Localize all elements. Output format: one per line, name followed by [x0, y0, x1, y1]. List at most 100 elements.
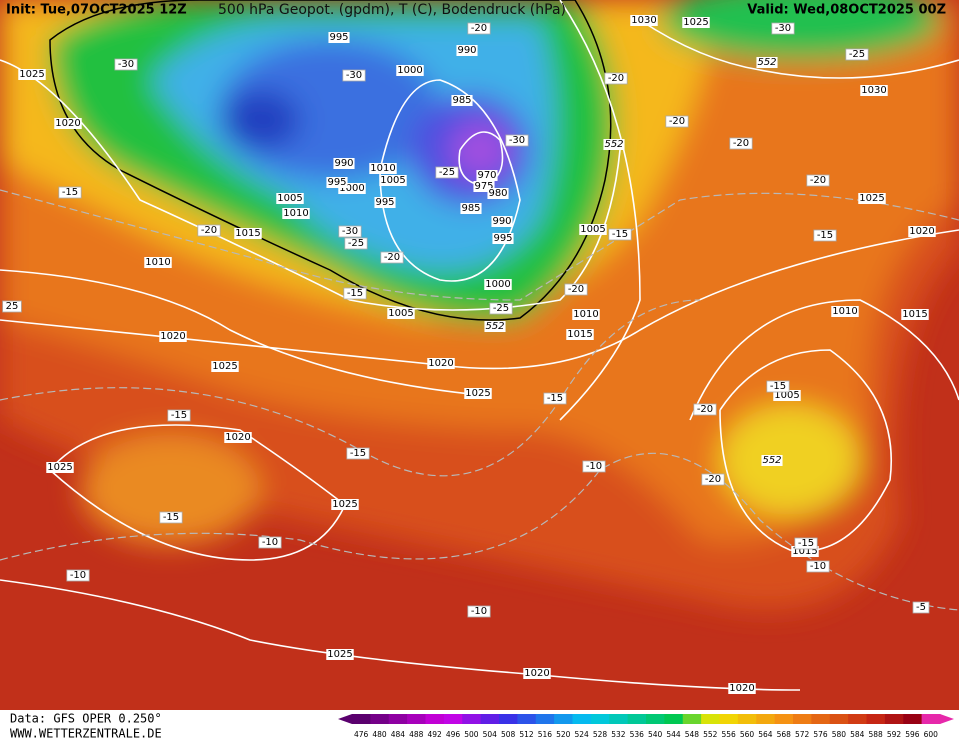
- label-box: [806, 560, 830, 573]
- label-box: [374, 197, 396, 208]
- colorbar-label: 584: [850, 730, 865, 739]
- label-box: [630, 15, 658, 26]
- label-box: [396, 65, 424, 76]
- label-box: [543, 392, 567, 405]
- temperature-label: -15: [817, 230, 833, 241]
- label-box: [369, 163, 397, 174]
- colorbar-label: 516: [538, 730, 553, 739]
- label-box: [460, 203, 482, 214]
- colorbar-arrow: [338, 714, 352, 724]
- temperature-label: -20: [705, 474, 721, 485]
- pressure-label: 1020: [428, 358, 453, 369]
- pressure-label: 970: [477, 170, 496, 181]
- label-box: [276, 193, 304, 204]
- colorbar-label: 592: [887, 730, 902, 739]
- init-time: Init: Tue,07OCT2025 12Z: [6, 3, 187, 18]
- label-box: [197, 224, 221, 237]
- map-title: 500 hPa Geopot. (gpdm), T (C), Bodendruc…: [218, 2, 566, 18]
- pressure-label: 990: [457, 45, 476, 56]
- pressure-label: 1025: [465, 388, 490, 399]
- colorbar-swatch: [462, 714, 482, 724]
- pressure-label: 995: [327, 177, 346, 188]
- pressure-label: 552: [762, 455, 781, 466]
- temperature-label: -20: [733, 138, 749, 149]
- label-box: [489, 302, 513, 315]
- label-box: [338, 183, 366, 194]
- temperature-label: -15: [62, 187, 78, 198]
- pressure-label: 1015: [567, 329, 592, 340]
- pressure-label: 1005: [388, 308, 413, 319]
- pressure-label: 1000: [485, 279, 510, 290]
- colorbar-label: 528: [593, 730, 608, 739]
- label-box: [282, 208, 310, 219]
- colorbar-label: 508: [501, 730, 516, 739]
- label-box: [603, 139, 625, 150]
- colorbar-swatch: [646, 714, 665, 724]
- label-box: [54, 118, 82, 129]
- label-box: [46, 462, 74, 473]
- colorbar-label: 488: [409, 730, 424, 739]
- colorbar-swatch: [829, 714, 849, 724]
- label-box: [582, 460, 606, 473]
- label-box: [831, 306, 859, 317]
- label-box: [211, 361, 239, 372]
- colorbar-label: 524: [575, 730, 590, 739]
- pressure-label: 1010: [370, 163, 395, 174]
- temperature-label: -20: [384, 252, 400, 263]
- pressure-label: 1020: [225, 432, 250, 443]
- label-box: [328, 32, 350, 43]
- pressure-label: 1030: [631, 15, 656, 26]
- label-box: [234, 228, 262, 239]
- label-box: [379, 175, 407, 186]
- temperature-label: -15: [547, 393, 563, 404]
- pressure-label: 552: [485, 321, 504, 332]
- colorbar-swatch: [352, 714, 371, 724]
- colorbar-label: 568: [777, 730, 792, 739]
- colorbar-swatch: [425, 714, 445, 724]
- pressure-label: 995: [375, 197, 394, 208]
- data-source: Data: GFS OPER 0.250°: [10, 712, 162, 726]
- colorbar-swatch: [664, 714, 684, 724]
- colorbar-swatch: [848, 714, 867, 724]
- temperature-label: -20: [608, 73, 624, 84]
- colorbar-swatch: [609, 714, 629, 724]
- colorbar-label: 552: [703, 730, 718, 739]
- pressure-label: 975: [474, 181, 493, 192]
- label-box: [343, 287, 367, 300]
- label-box: [326, 649, 354, 660]
- temperature-label: -10: [262, 537, 278, 548]
- colorbar-swatch: [682, 714, 702, 724]
- pressure-label: 1025: [332, 499, 357, 510]
- pressure-label: 980: [488, 188, 507, 199]
- label-box: [901, 309, 929, 320]
- pressure-label: 1025: [47, 462, 72, 473]
- label-box: [484, 321, 506, 332]
- label-box: [2, 300, 22, 313]
- label-box: [579, 224, 607, 235]
- temperature-label: -20: [697, 404, 713, 415]
- colorbar-swatch: [921, 714, 941, 724]
- label-box: [806, 174, 830, 187]
- colorbar-swatch: [535, 714, 555, 724]
- colorbar-swatch: [866, 714, 886, 724]
- pressure-label: 1030: [861, 85, 886, 96]
- pressure-label: 552: [604, 139, 623, 150]
- label-box: [908, 226, 936, 237]
- label-box: [564, 283, 588, 296]
- website: WWW.WETTERZENTRALE.DE: [10, 727, 162, 741]
- pressure-label: 1025: [859, 193, 884, 204]
- label-box: [773, 390, 801, 401]
- pressure-label: 1020: [729, 683, 754, 694]
- label-box: [756, 57, 778, 68]
- pressure-label: 1025: [683, 17, 708, 28]
- colorbar-label: 512: [519, 730, 534, 739]
- colorbar-label: 504: [483, 730, 498, 739]
- pressure-label: 1000: [397, 65, 422, 76]
- contour-labels: 9959901000985970975980985990995100010051…: [2, 15, 936, 694]
- label-box: [682, 17, 710, 28]
- colorbar-label: 564: [758, 730, 773, 739]
- label-box: [473, 181, 495, 192]
- colorbar-swatch: [719, 714, 739, 724]
